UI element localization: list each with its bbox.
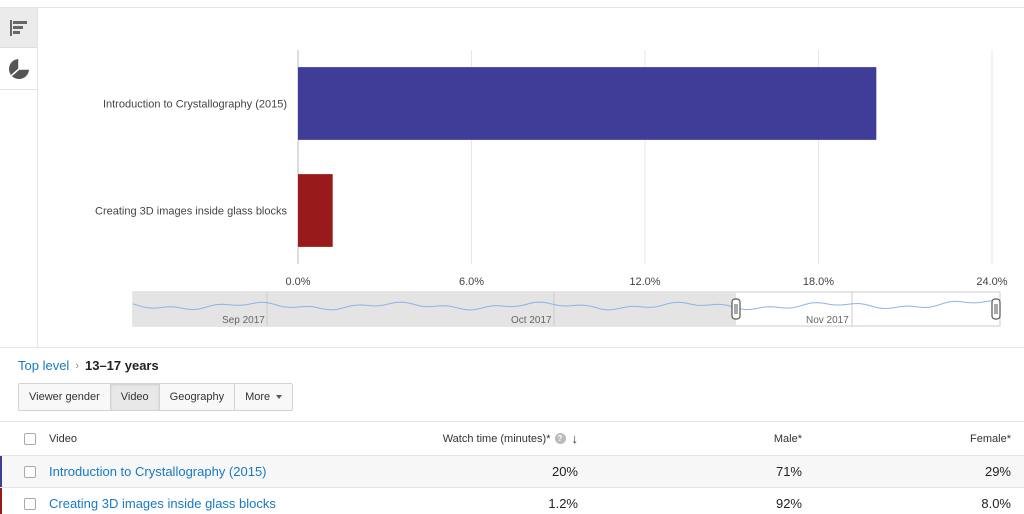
breadcrumb: Top level › 13–17 years [18, 358, 159, 373]
watch-time-value: 20% [551, 464, 578, 479]
pie-chart-button[interactable] [0, 49, 37, 90]
top-divider [0, 7, 1024, 8]
timeline-month-label: Oct 2017 [511, 315, 552, 326]
x-tick-label: 12.0% [629, 276, 660, 288]
bar-chart: 0.0% 6.0% 12.0% 18.0% 24.0% Introduction to C… [95, 50, 1008, 327]
timeline-unselected-range [133, 292, 736, 326]
row-checkbox[interactable] [24, 465, 36, 478]
pie-chart-icon [8, 58, 29, 79]
tab-more-dropdown[interactable]: More [234, 383, 294, 411]
series-color-indicator [0, 488, 2, 514]
tab-viewer-gender[interactable]: Viewer gender [18, 383, 111, 411]
help-icon[interactable]: ? [554, 433, 566, 444]
male-value: 92% [775, 496, 802, 511]
chart-type-sidebar [0, 8, 38, 347]
sort-down-arrow-icon: ↓ [571, 431, 579, 446]
category-label: Introduction to Crystallography (2015) [103, 99, 287, 111]
table-row: Introduction to Crystallography (2015) 2… [0, 455, 1024, 487]
series-color-indicator [0, 456, 2, 487]
x-tick-label: 6.0% [459, 276, 484, 288]
male-value: 71% [775, 464, 802, 479]
bar-chart-icon [9, 19, 27, 36]
bar [298, 67, 877, 140]
video-title-link[interactable]: Introduction to Crystallography (2015) [49, 464, 267, 479]
breadcrumb-current: 13–17 years [84, 358, 159, 373]
tab-more-label: More [245, 391, 271, 403]
header-female[interactable]: Female* [970, 432, 1011, 445]
tab-video[interactable]: Video [109, 383, 160, 411]
timeline-drag-handle[interactable] [991, 298, 1001, 320]
chart-canvas: 0.0% 6.0% 12.0% 18.0% 24.0% Introduction to C… [95, 50, 1008, 327]
female-value: 8.0% [981, 496, 1011, 511]
x-tick-label: 18.0% [803, 276, 834, 288]
data-table: Video Watch time (minutes)* ? ↓ Male* Fe… [0, 421, 1024, 514]
timeline-month-label: Nov 2017 [806, 315, 849, 326]
breadcrumb-top-level-link[interactable]: Top level [18, 358, 70, 373]
tab-geography[interactable]: Geography [158, 383, 236, 411]
header-watch-time[interactable]: Watch time (minutes)* ? ↓ [443, 422, 578, 455]
bar-chart-button[interactable] [0, 8, 37, 48]
bar [298, 174, 333, 247]
timeline-drag-handle[interactable] [731, 298, 741, 320]
select-all-checkbox[interactable] [24, 432, 36, 445]
female-value: 29% [984, 464, 1011, 479]
header-video[interactable]: Video [49, 432, 77, 445]
timeline-month-label: Sep 2017 [222, 315, 265, 326]
header-male[interactable]: Male* [773, 432, 802, 445]
breadcrumb-separator: › [75, 359, 79, 372]
category-label: Creating 3D images inside glass blocks [95, 206, 287, 218]
table-row: Creating 3D images inside glass blocks 1… [0, 487, 1024, 514]
row-checkbox[interactable] [24, 497, 36, 510]
dimension-tabs: Viewer gender Video Geography More [18, 383, 294, 411]
chart-bottom-divider [0, 347, 1024, 348]
header-watch-time-label: Watch time (minutes)* [442, 432, 551, 445]
timeline-sparkline [132, 300, 998, 311]
table-header-row: Video Watch time (minutes)* ? ↓ Male* Fe… [0, 421, 1024, 455]
x-tick-label: 0.0% [285, 276, 310, 288]
x-tick-label: 24.0% [976, 276, 1007, 288]
chevron-down-icon [276, 395, 283, 399]
video-title-link[interactable]: Creating 3D images inside glass blocks [49, 496, 276, 511]
watch-time-value: 1.2% [548, 496, 578, 511]
